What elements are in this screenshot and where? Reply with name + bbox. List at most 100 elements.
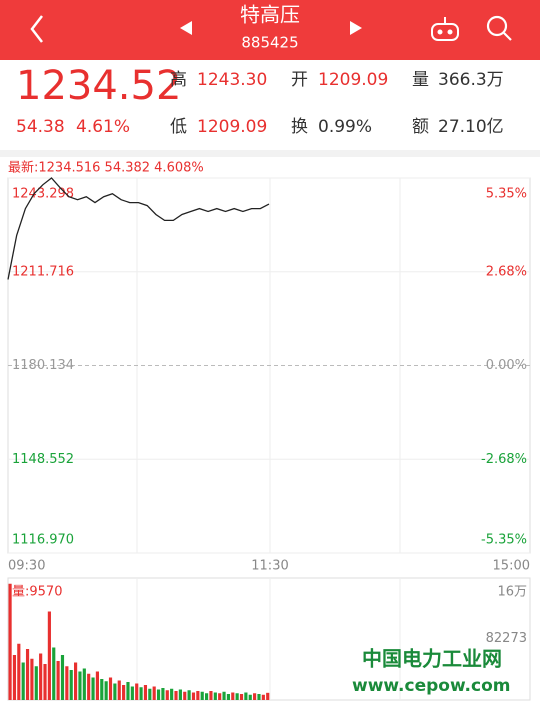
- volume-bar: [17, 643, 21, 700]
- volume-bar: [43, 664, 47, 700]
- pct-label: 2.68%: [486, 264, 527, 279]
- volume-bar: [135, 683, 139, 700]
- prev-button[interactable]: [180, 21, 192, 35]
- volume-bar: [248, 694, 252, 700]
- stat-label: 低: [170, 117, 187, 137]
- volume-bar: [21, 662, 25, 700]
- volume-bar: [113, 683, 117, 700]
- volume-bar: [104, 681, 108, 700]
- volume-bar: [78, 671, 82, 700]
- price-line: [7, 177, 270, 280]
- volume-bar: [178, 689, 182, 700]
- volume-bar: [257, 694, 261, 700]
- stock-name: 特高压: [240, 3, 300, 27]
- volume-bar: [30, 658, 34, 700]
- volume-bar: [8, 583, 12, 700]
- volume-bar: [91, 677, 95, 700]
- stat-label: 开: [291, 70, 308, 90]
- next-button[interactable]: [350, 21, 362, 35]
- volume-bar: [117, 680, 121, 700]
- volume-bar: [69, 670, 73, 700]
- volume-bar: [222, 691, 226, 700]
- stat-value: 1243.30: [197, 70, 267, 90]
- y-tick-label: 1180.134: [12, 358, 74, 373]
- y-tick-label: 1116.970: [12, 533, 74, 548]
- volume-tick-label: 16万: [497, 585, 527, 600]
- stat-label: 量: [412, 70, 429, 90]
- price-change-pct: 4.61%: [76, 117, 130, 137]
- volume-label: 量:9570: [12, 585, 62, 600]
- y-tick-label: 1211.716: [12, 264, 74, 279]
- volume-bar: [161, 688, 165, 700]
- volume-bar: [34, 666, 38, 700]
- last-price: 1234.52: [16, 63, 181, 109]
- volume-bar: [65, 666, 69, 700]
- stat-value: 27.10亿: [438, 117, 504, 137]
- volume-bar: [52, 647, 56, 700]
- volume-bar: [82, 668, 86, 700]
- latest-info: 最新:1234.516 54.382 4.608%: [8, 160, 204, 176]
- time-label: 15:00: [493, 559, 530, 574]
- volume-bar: [60, 655, 65, 700]
- volume-bar: [196, 691, 200, 700]
- volume-bar: [209, 691, 213, 700]
- volume-bar: [47, 611, 51, 700]
- volume-bar: [148, 688, 152, 700]
- watermark-name: 中国电力工业网: [362, 647, 502, 671]
- volume-tick-label: 82273: [486, 631, 527, 646]
- volume-bar: [87, 673, 91, 700]
- pct-label: -2.68%: [481, 452, 527, 467]
- volume-bar: [95, 671, 99, 700]
- volume-bar: [143, 685, 148, 700]
- volume-bar: [235, 693, 239, 700]
- search-icon[interactable]: [486, 15, 512, 41]
- watermark-url: www.cepow.com: [352, 676, 511, 696]
- volume-bar: [205, 693, 209, 700]
- volume-bar: [261, 694, 265, 700]
- volume-bar: [191, 692, 196, 700]
- volume-bar: [213, 692, 217, 700]
- volume-bar: [25, 649, 30, 700]
- volume-bar: [231, 692, 235, 700]
- stock-code: 885425: [241, 34, 298, 52]
- volume-bar: [152, 686, 156, 700]
- stat-label: 高: [170, 70, 187, 90]
- volume-bar: [218, 693, 222, 700]
- volume-bar: [12, 655, 17, 700]
- volume-bar: [253, 693, 257, 700]
- volume-bar: [226, 694, 230, 700]
- time-label: 09:30: [8, 559, 45, 574]
- volume-bar: [266, 692, 270, 700]
- volume-bar: [187, 690, 191, 700]
- volume-bar: [126, 682, 130, 700]
- volume-bar: [122, 685, 126, 700]
- back-button[interactable]: [30, 15, 43, 43]
- pct-label: 5.35%: [486, 187, 527, 202]
- volume-bar: [100, 679, 104, 700]
- stat-value: 366.3万: [438, 70, 504, 90]
- volume-bar: [108, 677, 113, 700]
- volume-bar: [139, 687, 143, 700]
- volume-bar: [174, 691, 178, 700]
- volume-bar: [56, 661, 60, 700]
- stat-value: 1209.09: [318, 70, 388, 90]
- volume-bar: [39, 653, 43, 700]
- time-label: 11:30: [251, 559, 288, 574]
- volume-bar: [170, 688, 174, 700]
- pct-label: 0.00%: [486, 358, 527, 373]
- volume-bar: [200, 691, 204, 700]
- volume-bar: [239, 694, 244, 700]
- y-tick-label: 1148.552: [12, 452, 74, 467]
- stat-value: 1209.09: [197, 117, 267, 137]
- price-change: 54.38: [16, 117, 65, 137]
- stat-label: 额: [412, 117, 429, 137]
- stat-label: 换: [291, 117, 308, 137]
- volume-bar: [156, 689, 161, 700]
- robot-icon[interactable]: [431, 17, 459, 41]
- volume-bar: [74, 662, 78, 700]
- pct-label: -5.35%: [481, 533, 527, 548]
- volume-bar: [130, 686, 134, 700]
- volume-bar: [244, 692, 248, 700]
- volume-bar: [165, 690, 169, 700]
